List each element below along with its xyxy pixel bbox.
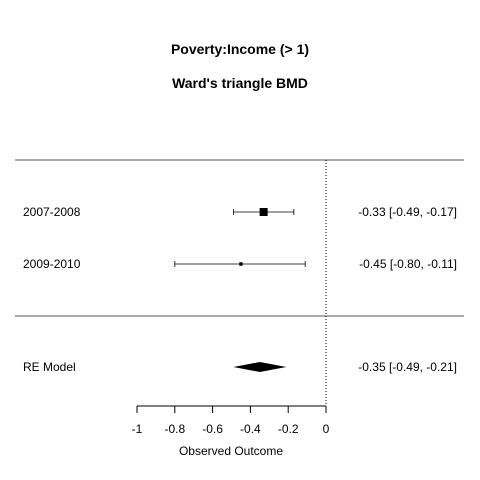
point-estimate — [259, 208, 268, 216]
chart-title: Poverty:Income (> 1) — [171, 41, 309, 57]
study-label: 2007-2008 — [23, 205, 81, 219]
ci-text: -0.33 [-0.49, -0.17] — [358, 205, 457, 219]
x-tick-label: -0.4 — [240, 422, 261, 436]
x-tick-label: -0.6 — [202, 422, 223, 436]
summary-diamond — [233, 362, 287, 372]
summary-row: RE Model -0.35 [-0.49, -0.21] — [23, 360, 457, 374]
x-tick-label: -1 — [132, 422, 143, 436]
chart-subtitle: Ward's triangle BMD — [172, 75, 308, 91]
x-tick-label: -0.2 — [278, 422, 299, 436]
x-tick-label: 0 — [323, 422, 330, 436]
x-axis: -1 -0.8 -0.6 -0.4 -0.2 0 — [132, 405, 330, 436]
x-axis-label: Observed Outcome — [179, 444, 283, 458]
ci-text: -0.45 [-0.80, -0.11] — [359, 257, 457, 271]
x-tick-label: -0.8 — [164, 422, 185, 436]
summary-ci-text: -0.35 [-0.49, -0.21] — [358, 360, 457, 374]
study-rows: 2007-2008 -0.33 [-0.49, -0.17] 2009-2010 -0… — [23, 205, 457, 271]
summary-label: RE Model — [23, 360, 76, 374]
study-label: 2009-2010 — [23, 257, 81, 271]
point-estimate — [239, 262, 243, 266]
